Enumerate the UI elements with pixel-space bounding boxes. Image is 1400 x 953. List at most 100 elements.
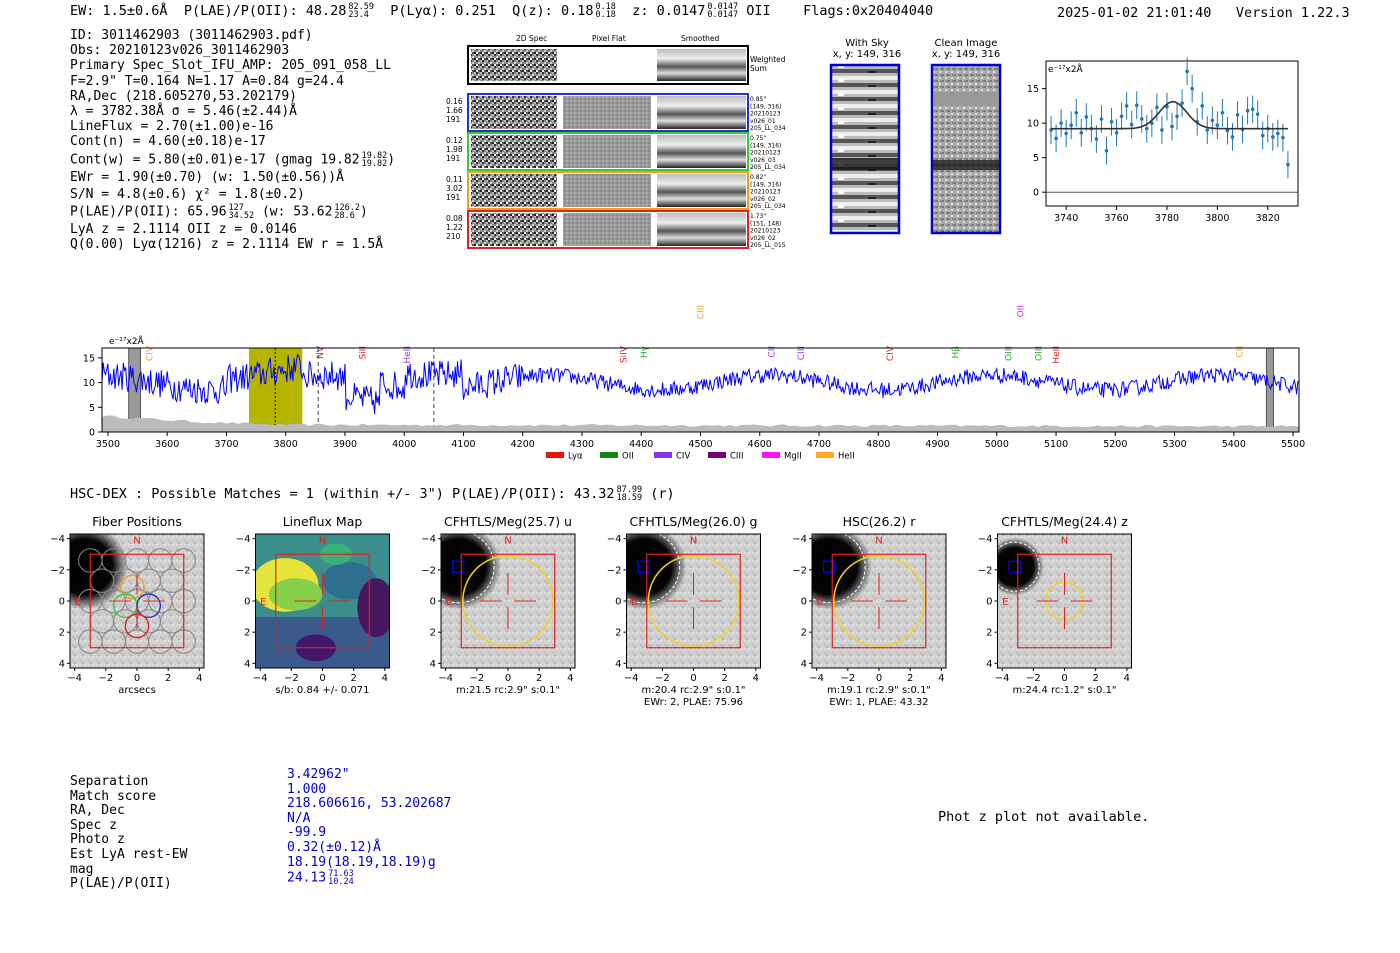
hsc-title: HSC-DEX : Possible Matches = 1 (within +…: [70, 485, 675, 503]
spectrum-xtick-label: 4200: [511, 439, 535, 450]
clean-image-header: Clean Image x, y: 149, 316: [930, 38, 1002, 60]
north-label: N: [504, 535, 511, 546]
zoom-xtick-label: 3780: [1155, 213, 1179, 224]
zoom-point: [1145, 126, 1149, 131]
panel-image: NE: [997, 534, 1132, 668]
cutout-smoothed: [657, 174, 746, 207]
col-title-smoothed: Smoothed: [681, 34, 720, 43]
header-flags: Flags:0x20404040: [803, 3, 934, 19]
with-sky-image: [829, 63, 901, 235]
hsc-title-hi: 87.99: [616, 485, 643, 495]
panel-ytick-label: 2: [986, 628, 992, 639]
legend-label: CIII: [730, 452, 743, 462]
panel-xtick-label: −4: [809, 673, 824, 684]
spectrum-xtick-label: 4100: [451, 439, 475, 450]
cutout-2dspec: [471, 135, 557, 168]
fiber-highlight: [136, 593, 162, 619]
spectrum-xtick-label: 5500: [1281, 439, 1305, 450]
zoom-point: [1200, 104, 1205, 108]
panel-ytick-label: 2: [244, 628, 250, 639]
panel-title: CFHTLS/Meg(26.0) g: [630, 514, 758, 529]
hsc-title-text: HSC-DEX : Possible Matches = 1 (within +…: [70, 486, 615, 502]
match-labels: Separation Match score RA, Dec Spec z Ph…: [70, 774, 187, 892]
info-id: ID: 3011462903 (3011462903.pdf): [70, 28, 313, 43]
panel-ytick-label: −2: [607, 565, 622, 576]
zoom-point: [1286, 162, 1290, 167]
zoom-point: [1175, 114, 1179, 119]
zoom-axes-frame: [1045, 60, 1299, 207]
panel-xtick-label: 0: [690, 673, 696, 684]
legend-swatch: [654, 452, 672, 458]
cutout-pixelflat: [563, 174, 651, 207]
north-label: N: [875, 535, 882, 546]
panel-xtick-label: 4: [567, 673, 573, 684]
panel-ytick-label: 2: [430, 628, 436, 639]
header-z-hi: 0.0147: [707, 2, 739, 12]
spectrum-xtick-label: 3500: [96, 439, 120, 450]
zoom-fit-curve: [1051, 100, 1288, 130]
spectrum-ytick-label: 5: [89, 403, 95, 414]
spectral-line-label: OIII: [1005, 346, 1015, 361]
zoom-ytick-label: 0: [1033, 188, 1039, 199]
hsc-title-end: (r): [650, 486, 675, 502]
cutout-strips: 2D Spec Pixel Flat Smoothed Weighted Sum…: [446, 34, 786, 249]
spectrum-xtick-label: 4400: [629, 439, 653, 450]
east-label: E: [817, 597, 823, 608]
cutout-row-meta: 20210123: [750, 189, 781, 196]
spectrum-xtick-label: 4600: [748, 439, 772, 450]
panel-ytick-label: 4: [430, 659, 436, 670]
header-qz-hi: 0.18: [595, 2, 616, 12]
panel-ytick-label: −4: [236, 534, 251, 545]
with-sky-header: With Sky x, y: 149, 316: [832, 38, 902, 60]
cutout-row-stat: 3.02: [446, 184, 463, 193]
panel-ytick-label: 0: [986, 597, 992, 608]
panel-ytick-label: −4: [978, 534, 993, 545]
spectral-line-label: CIV: [886, 345, 896, 361]
zoom-point: [1190, 86, 1194, 91]
cutout-row-stat: 0.16: [446, 97, 463, 106]
match-value: N/A: [287, 810, 311, 826]
panel-caption: m:20.4 rc:2.9" s:0.1": [641, 685, 745, 696]
info-obs: Obs: 20210123v026_3011462903: [70, 43, 290, 59]
panel-ytick-label: −4: [607, 534, 622, 545]
cutout-row-meta: 0.82": [750, 174, 766, 181]
bright-star: [441, 534, 501, 610]
info-block: ID: 3011462903 (3011462903.pdf) Obs: 202…: [70, 28, 395, 252]
panel-img: CFHTLS/Meg(24.4) zNE−44−22002−24−4m:24.4…: [978, 514, 1132, 696]
spectral-line-marker: OIII: [1034, 346, 1044, 361]
match-value: 1.000: [287, 781, 327, 797]
east-label: E: [260, 597, 266, 608]
panel-caption: m:19.1 rc:2.9" s:0.1": [827, 685, 931, 696]
east-label: E: [631, 597, 637, 608]
photometry-aperture: [647, 555, 740, 647]
cutout-row-meta: 20210123: [750, 228, 781, 235]
match-value: 0.32(±0.12)Å: [287, 839, 381, 855]
search-box: [831, 553, 927, 649]
panel-image: NE: [812, 534, 946, 668]
legend-swatch: [762, 452, 780, 458]
header-z: z: 0.0147: [632, 3, 706, 19]
panel-xtick-label: 0: [876, 673, 882, 684]
spectral-line-label: OIII: [1034, 346, 1044, 361]
zoom-point: [1185, 69, 1189, 74]
panel-caption: m:24.4 rc:1.2" s:0.1": [1012, 685, 1116, 696]
weighted-sum-2dspec: [471, 49, 557, 81]
header-timestamp: 2025-01-02 21:01:40: [1057, 5, 1212, 21]
legend-label: Lyα: [568, 452, 583, 462]
photometry-aperture: [833, 555, 925, 647]
legend-swatch: [546, 452, 564, 458]
cutout-row-stat: 0.08: [446, 214, 463, 223]
zoom-point: [1215, 123, 1220, 128]
panel-ytick-label: −4: [421, 534, 436, 545]
photometry-aperture: [462, 555, 554, 647]
cutout-row-meta: 205_LL_034: [750, 125, 786, 132]
masked-region: [1265, 347, 1275, 433]
cutout-row-meta: 1.73": [750, 213, 766, 220]
spectral-line-label: Hγ: [640, 345, 650, 358]
zoom-point: [1260, 133, 1265, 138]
cutout-smoothed: [657, 135, 746, 168]
panel-ytick-label: 0: [59, 597, 65, 608]
cutout-pixelflat: [563, 135, 651, 168]
spectrum-ytick-label: 15: [83, 353, 95, 364]
